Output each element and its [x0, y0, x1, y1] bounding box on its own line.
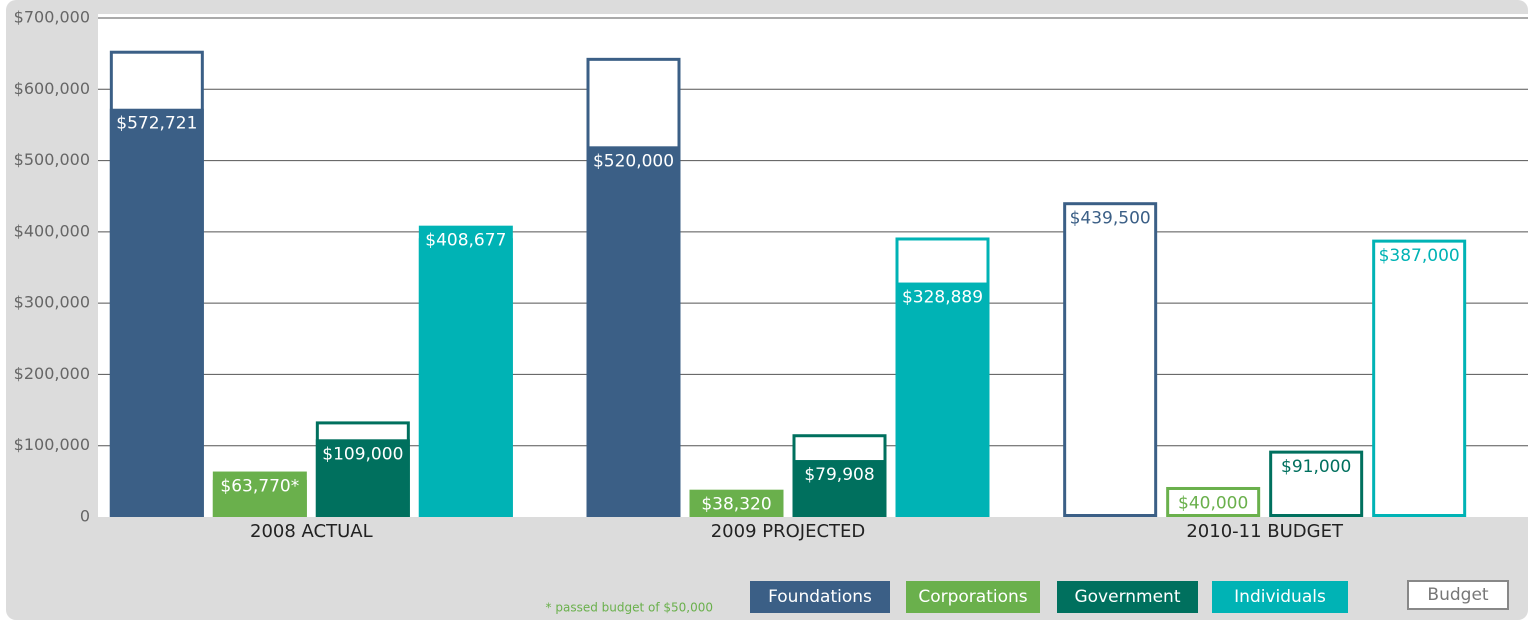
budget-outline — [1166, 486, 1261, 518]
budget-label: $439,500 — [1070, 209, 1151, 229]
bar — [212, 471, 307, 517]
value-label: $38,320 — [701, 495, 771, 515]
budget-outline — [1269, 450, 1364, 518]
y-tick-label: $600,000 — [14, 79, 90, 98]
value-label: $79,908 — [804, 465, 874, 485]
bar — [689, 489, 784, 517]
bar — [315, 439, 410, 517]
value-label: $328,889 — [902, 288, 983, 308]
bar — [418, 225, 513, 517]
bar — [895, 282, 990, 517]
y-tick-label: 0 — [80, 507, 90, 526]
budget-label: $387,000 — [1379, 246, 1460, 266]
legend-label: Foundations — [768, 587, 872, 607]
bar — [792, 460, 887, 517]
bar — [586, 146, 681, 518]
legend-budget-box — [1407, 580, 1509, 610]
y-tick-label: $500,000 — [14, 150, 90, 169]
value-label: $572,721 — [116, 114, 197, 134]
y-tick-label: $200,000 — [14, 364, 90, 383]
note: * passed budget of $50,000 — [546, 601, 713, 615]
budget-outline — [1372, 239, 1467, 517]
value-label: $520,000 — [593, 151, 674, 171]
value-label: $109,000 — [322, 444, 403, 464]
legend-swatch — [906, 581, 1040, 613]
legend-label: Budget — [1427, 585, 1488, 605]
legend-swatch — [750, 581, 890, 613]
legend-swatch — [1212, 581, 1348, 613]
legend-swatch — [1057, 581, 1198, 613]
budget-label: $91,000 — [1281, 457, 1351, 477]
budget-label: $40,000 — [1178, 493, 1248, 513]
value-label: $63,770* — [220, 477, 299, 497]
y-tick-label: $100,000 — [14, 435, 90, 454]
legend-label: Individuals — [1234, 587, 1326, 607]
x-tick-label: 2010-11 BUDGET — [1186, 521, 1344, 542]
y-tick-label: $700,000 — [14, 8, 90, 27]
x-tick-label: 2008 ACTUAL — [250, 521, 373, 542]
x-tick-label: 2009 PROJECTED — [711, 521, 866, 542]
bar — [109, 108, 204, 517]
legend-label: Government — [1074, 587, 1180, 607]
y-tick-label: $400,000 — [14, 221, 90, 240]
legend-label: Corporations — [918, 587, 1027, 607]
value-label: $408,677 — [425, 231, 506, 251]
budget-outline — [1063, 202, 1158, 517]
y-tick-label: $300,000 — [14, 293, 90, 312]
